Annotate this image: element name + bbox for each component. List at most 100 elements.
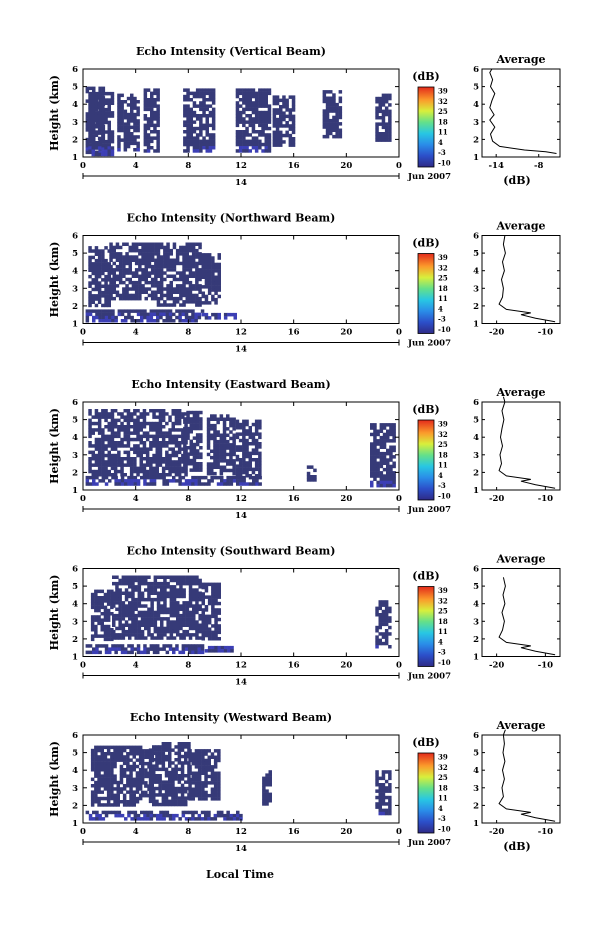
- echo-cell: [123, 128, 128, 133]
- echo-cell: [192, 94, 197, 99]
- echo-cell: [198, 617, 202, 621]
- echo-cell: [242, 91, 246, 96]
- echo-cell: [181, 412, 185, 416]
- echo-cell: [198, 245, 202, 250]
- echo-cell: [192, 623, 196, 627]
- echo-cell: [392, 426, 396, 430]
- y-tick-label: 4: [72, 100, 78, 110]
- echo-cell: [376, 467, 380, 472]
- echo-cell: [379, 423, 384, 427]
- echo-cell: [275, 98, 280, 103]
- echo-cell: [161, 444, 166, 448]
- echo-cell: [126, 122, 131, 126]
- echo-cell: [185, 581, 190, 586]
- echo-cell: [166, 252, 170, 256]
- echo-cell: [172, 303, 177, 307]
- echo-cell: [373, 429, 377, 433]
- echo-cell: [90, 784, 95, 788]
- echo-cell: [94, 117, 99, 121]
- echo-cell: [175, 261, 180, 266]
- echo-cell: [179, 575, 183, 579]
- echo-cell: [220, 810, 224, 815]
- echo-cell: [110, 149, 115, 153]
- echo-cell: [192, 110, 197, 115]
- echo-cell: [144, 261, 148, 266]
- echo-cell: [238, 136, 243, 140]
- echo-cells: [85, 242, 237, 323]
- echo-cell: [117, 482, 122, 486]
- echo-cell: [388, 609, 392, 614]
- echo-cell: [282, 101, 286, 106]
- echo-cell: [104, 152, 108, 157]
- echo-cell: [128, 264, 132, 269]
- echo-cell: [242, 133, 246, 137]
- echo-cell: [282, 105, 286, 109]
- echo-cell: [134, 258, 139, 262]
- echo-cell: [254, 91, 259, 96]
- echo-cell: [211, 614, 215, 619]
- echo-cell: [186, 436, 190, 440]
- echo-cell: [210, 777, 215, 782]
- echo-cell: [160, 585, 164, 589]
- echo-cell: [144, 290, 148, 294]
- echo-cell: [194, 787, 199, 791]
- echo-cell: [206, 423, 211, 428]
- echo-cell: [128, 601, 132, 605]
- echo-cell: [101, 284, 105, 288]
- echo-cell: [199, 433, 203, 437]
- echo-cell: [168, 748, 172, 752]
- echo-cell: [135, 800, 140, 804]
- echo-cell: [194, 793, 199, 798]
- echo-cell: [169, 575, 174, 579]
- echo-cell: [254, 451, 259, 456]
- echo-cell: [117, 810, 122, 815]
- echo-cell: [101, 428, 105, 432]
- echo-cell: [188, 749, 192, 753]
- echo-cell: [143, 130, 148, 134]
- echo-cell: [204, 582, 209, 587]
- echo-cell: [182, 578, 186, 583]
- echo-cell: [104, 114, 108, 118]
- echo-cell: [163, 293, 167, 298]
- echo-cell: [233, 312, 237, 317]
- echo-cell: [251, 458, 256, 462]
- echo-cell: [158, 793, 162, 797]
- echo-cell: [392, 448, 396, 453]
- echo-cell: [227, 649, 231, 653]
- echo-cell: [94, 764, 98, 769]
- echo-cell: [150, 296, 155, 301]
- echo-cell: [384, 100, 389, 104]
- echo-cell: [184, 457, 188, 461]
- colorbar-label: -3: [438, 315, 446, 324]
- echo-cell: [120, 441, 124, 445]
- echo-cell: [107, 463, 111, 467]
- echo-cell: [161, 742, 166, 746]
- echo-cell: [156, 252, 161, 256]
- echo-cell: [166, 629, 170, 634]
- echo-cell: [100, 780, 104, 785]
- echo-cell: [216, 439, 220, 444]
- echo-cell: [181, 650, 186, 655]
- echo-cell: [268, 783, 272, 787]
- echo-cell: [98, 109, 102, 113]
- echo-cell: [192, 114, 197, 118]
- echo-cell: [139, 412, 143, 416]
- echo-cell: [112, 575, 116, 579]
- echo-cell: [143, 142, 148, 147]
- echo-cell: [156, 319, 160, 323]
- echo-cell: [92, 86, 96, 91]
- echo-cell: [149, 444, 153, 448]
- colorbar-unit: (dB): [412, 403, 439, 416]
- echo-cell: [85, 475, 90, 480]
- echo-cell: [217, 281, 221, 286]
- echo-cell: [110, 91, 115, 96]
- echo-cell: [164, 783, 169, 788]
- echo-cell: [103, 637, 108, 642]
- echo-cell: [104, 149, 108, 153]
- echo-cell: [158, 780, 162, 784]
- echo-cell: [109, 290, 113, 294]
- echo-cell: [113, 434, 118, 439]
- echo-cell: [136, 100, 140, 104]
- echo-cell: [145, 447, 150, 451]
- echo-cell: [118, 613, 122, 618]
